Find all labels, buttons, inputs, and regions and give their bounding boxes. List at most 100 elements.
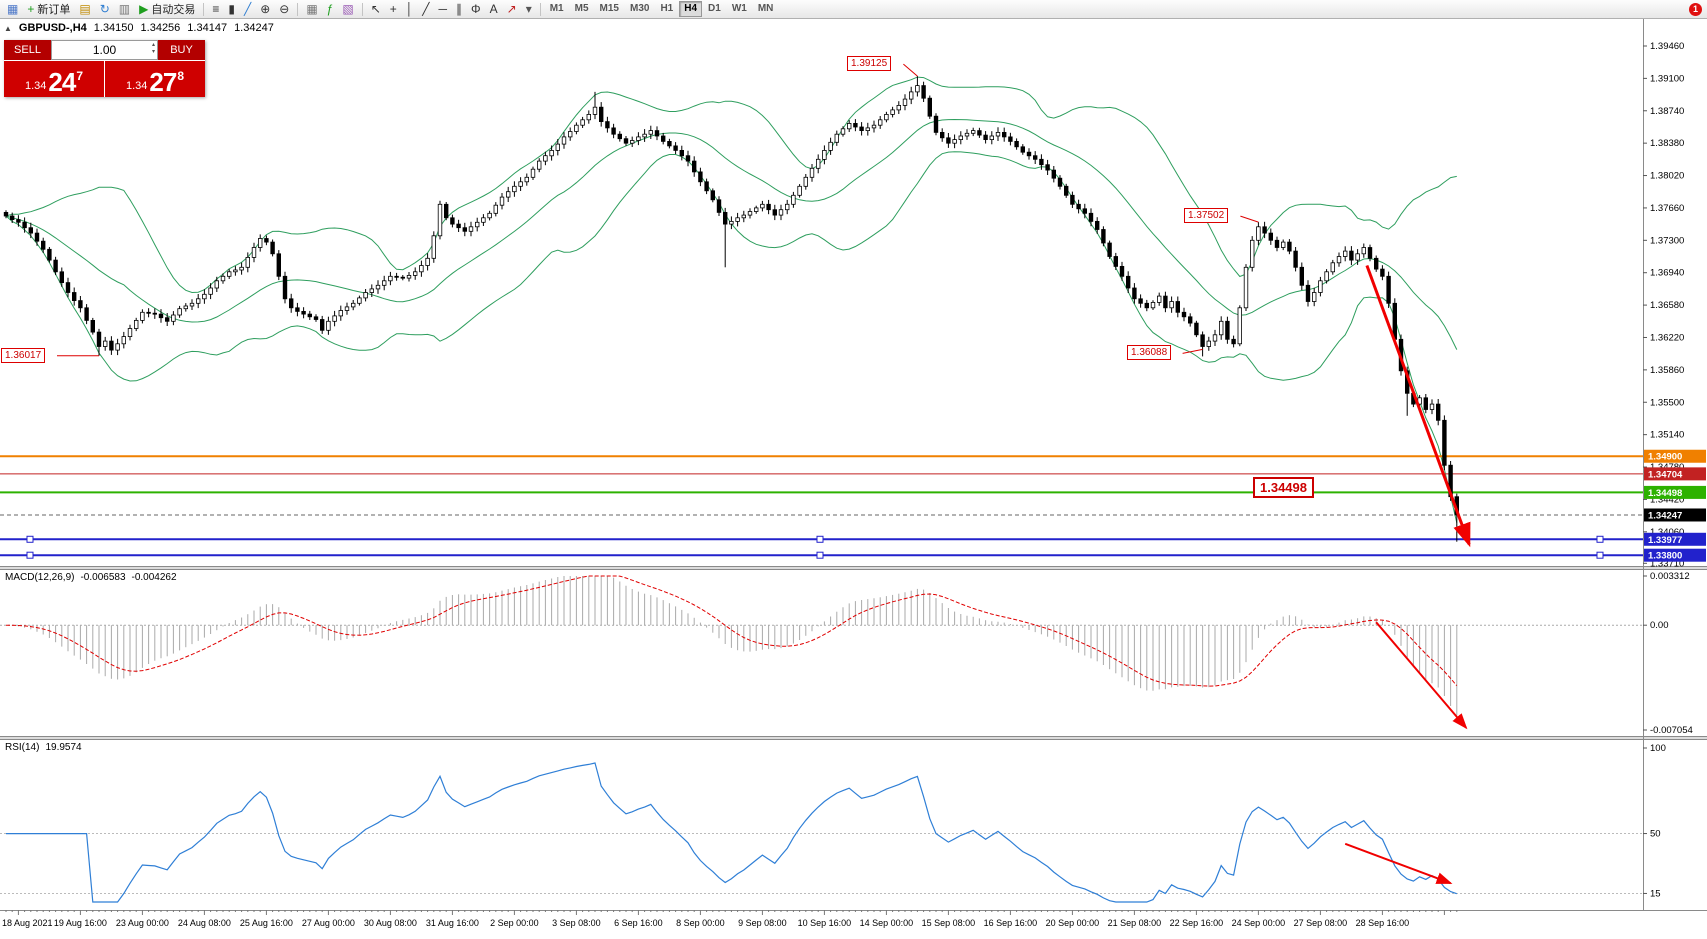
candlestick-chart-button[interactable]: ▮: [224, 1, 239, 18]
svg-text:1.34247: 1.34247: [1648, 510, 1682, 521]
volume-value: 1.00: [92, 43, 117, 57]
rsi-name: RSI(14): [5, 742, 40, 753]
line-handle[interactable]: [26, 535, 34, 543]
timeframe-h1-button[interactable]: H1: [655, 1, 678, 17]
svg-text:25 Aug 16:00: 25 Aug 16:00: [240, 918, 293, 928]
svg-text:1.34498: 1.34498: [1648, 488, 1682, 499]
timeframe-m30-button[interactable]: M30: [625, 1, 654, 17]
trend-arrow[interactable]: [1375, 621, 1468, 730]
svg-text:1.36220: 1.36220: [1650, 332, 1684, 343]
charts-list-button[interactable]: ▤: [75, 1, 94, 18]
collapse-trade-panel-icon[interactable]: ▲: [4, 23, 12, 33]
new-chart-button[interactable]: ▦: [3, 1, 22, 18]
sell-button[interactable]: SELL: [4, 40, 51, 60]
svg-text:3 Sep 08:00: 3 Sep 08:00: [552, 918, 601, 928]
timeframe-m1-button[interactable]: M1: [545, 1, 569, 17]
zoom-out-button[interactable]: ⊖: [275, 1, 293, 18]
svg-text:23 Aug 00:00: 23 Aug 00:00: [116, 918, 169, 928]
timeframe-m15-button[interactable]: M15: [595, 1, 624, 17]
chart-canvas[interactable]: 1.39460 1.39100 1.38740 1.38380 1.38020 1.376…: [0, 19, 1707, 939]
buy-button[interactable]: BUY: [158, 40, 205, 60]
autotrading-button[interactable]: ▶ 自动交易: [135, 1, 199, 18]
ohlc-close: 1.34247: [234, 22, 274, 34]
refresh-icon: ↻: [99, 2, 110, 16]
callout-leader-line: [1240, 215, 1259, 223]
timeframe-w1-button[interactable]: W1: [727, 1, 752, 17]
toolbar-separator: [361, 2, 363, 16]
macd-main-value: -0.006583: [80, 572, 126, 583]
svg-text:1.34060: 1.34060: [1650, 527, 1684, 538]
templates-icon: ▧: [342, 2, 354, 16]
svg-text:1.36940: 1.36940: [1650, 268, 1684, 279]
fibonacci-button[interactable]: Φ: [467, 1, 485, 18]
svg-text:27 Sep 08:00: 27 Sep 08:00: [1294, 918, 1348, 928]
channel-button[interactable]: ∥: [452, 1, 466, 18]
timeframe-d1-button[interactable]: D1: [703, 1, 726, 17]
toolbar-right-cluster: 1: [1689, 2, 1704, 16]
chart-area[interactable]: 1.39460 1.39100 1.38740 1.38380 1.38020 1.376…: [0, 19, 1707, 939]
refresh-button[interactable]: ↻: [96, 1, 114, 18]
crosshair-button[interactable]: +: [386, 1, 401, 18]
notification-badge[interactable]: 1: [1689, 2, 1702, 16]
volume-input[interactable]: 1.00 ▴ ▾: [51, 40, 158, 60]
svg-text:100: 100: [1650, 743, 1666, 754]
timeframe-h4-button[interactable]: H4: [679, 1, 703, 17]
buy-price-button[interactable]: 1.34 27 8: [105, 61, 205, 97]
cursor-icon: ↖: [370, 2, 381, 16]
crosshair-icon: +: [389, 2, 397, 16]
tile-windows-button[interactable]: ▦: [302, 1, 321, 18]
svg-text:18 Aug 2021: 18 Aug 2021: [2, 918, 53, 928]
indicators-button[interactable]: ƒ: [323, 1, 338, 18]
timeframe-mn-button[interactable]: MN: [753, 1, 779, 17]
line-handle[interactable]: [816, 551, 824, 559]
shapes-dropdown-button[interactable]: ▾: [522, 1, 536, 18]
horizontal-line-button[interactable]: ─: [435, 1, 452, 18]
svg-text:1.33710: 1.33710: [1650, 558, 1684, 569]
svg-text:-0.007054: -0.007054: [1650, 725, 1693, 736]
svg-text:1.37660: 1.37660: [1650, 203, 1684, 214]
zoom-in-button[interactable]: ⊕: [256, 1, 274, 18]
vertical-line-button[interactable]: │: [402, 1, 418, 18]
volume-spinner[interactable]: ▴ ▾: [152, 42, 155, 56]
spinner-down-icon[interactable]: ▾: [151, 49, 155, 55]
svg-text:1.38020: 1.38020: [1650, 171, 1684, 182]
vertical-line-icon: │: [405, 2, 414, 16]
new-order-button[interactable]: + 新订单: [23, 1, 74, 18]
horizontal-line-icon: ─: [438, 2, 448, 16]
arrows-tool-button[interactable]: ↗: [503, 1, 521, 18]
price-callout[interactable]: 1.39125: [847, 56, 892, 71]
svg-text:14 Sep 00:00: 14 Sep 00:00: [860, 918, 914, 928]
templates-button[interactable]: ▧: [338, 1, 357, 18]
bar-chart-button[interactable]: ≡: [208, 1, 223, 18]
line-handle[interactable]: [816, 535, 824, 543]
trendline-button[interactable]: ╱: [418, 1, 433, 18]
trend-arrow[interactable]: [1365, 264, 1471, 548]
toolbar-separator: [539, 2, 541, 16]
sell-price-button[interactable]: 1.34 24 7: [4, 61, 104, 97]
trend-arrow[interactable]: [1344, 842, 1453, 885]
svg-text:1.34420: 1.34420: [1650, 494, 1684, 505]
line-handle[interactable]: [1596, 551, 1604, 559]
price-badge: 1.34498: [1644, 485, 1706, 499]
price-callout[interactable]: 1.34498: [1253, 477, 1314, 498]
text-label-button[interactable]: A: [486, 1, 502, 18]
ohlc-open: 1.34150: [93, 22, 134, 34]
layouts-icon: ▥: [118, 2, 131, 16]
candlestick-chart-icon: ▮: [228, 2, 235, 16]
line-handle[interactable]: [1596, 535, 1604, 543]
svg-text:6 Sep 16:00: 6 Sep 16:00: [614, 918, 663, 928]
symbol-period-label: GBPUSD-,H4: [18, 22, 87, 34]
line-chart-button[interactable]: ╱: [240, 1, 255, 18]
price-callout[interactable]: 1.37502: [1184, 208, 1229, 223]
cursor-button[interactable]: ↖: [367, 1, 385, 18]
svg-text:50: 50: [1650, 829, 1661, 840]
price-callout[interactable]: 1.36088: [1127, 345, 1172, 360]
layouts-button[interactable]: ▥: [115, 1, 134, 18]
autotrading-play-icon: ▶: [139, 2, 149, 16]
spinner-up-icon[interactable]: ▴: [151, 42, 155, 48]
svg-text:15: 15: [1650, 888, 1661, 899]
timeframe-m5-button[interactable]: M5: [570, 1, 594, 17]
line-handle[interactable]: [26, 551, 34, 559]
price-callout[interactable]: 1.36017: [1, 348, 46, 363]
macd-panel-title: MACD(12,26,9) -0.006583 -0.004262: [5, 572, 177, 583]
